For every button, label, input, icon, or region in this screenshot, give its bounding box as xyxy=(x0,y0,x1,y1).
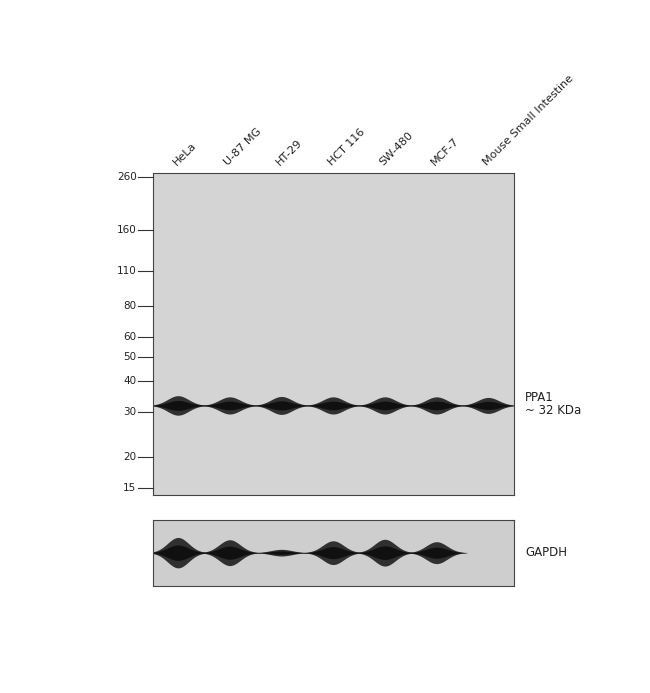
Text: PPA1: PPA1 xyxy=(525,391,554,403)
Text: 260: 260 xyxy=(117,173,136,182)
Text: HCT 116: HCT 116 xyxy=(326,127,367,168)
Text: 110: 110 xyxy=(117,266,136,276)
Text: HeLa: HeLa xyxy=(171,141,198,168)
Text: 30: 30 xyxy=(124,407,136,417)
Text: GAPDH: GAPDH xyxy=(525,546,567,559)
Text: 160: 160 xyxy=(117,225,136,235)
Text: 80: 80 xyxy=(124,301,136,310)
Text: 50: 50 xyxy=(124,352,136,362)
Text: U-87 MG: U-87 MG xyxy=(223,127,264,168)
Text: 20: 20 xyxy=(124,452,136,462)
Text: 40: 40 xyxy=(124,376,136,386)
Text: 15: 15 xyxy=(124,483,136,493)
Text: ~ 32 KDa: ~ 32 KDa xyxy=(525,405,582,417)
Text: MCF-7: MCF-7 xyxy=(430,136,462,168)
Text: HT-29: HT-29 xyxy=(274,138,304,168)
Text: 60: 60 xyxy=(124,332,136,342)
Text: SW-480: SW-480 xyxy=(378,130,415,168)
Text: Mouse Small Intestine: Mouse Small Intestine xyxy=(481,73,575,168)
